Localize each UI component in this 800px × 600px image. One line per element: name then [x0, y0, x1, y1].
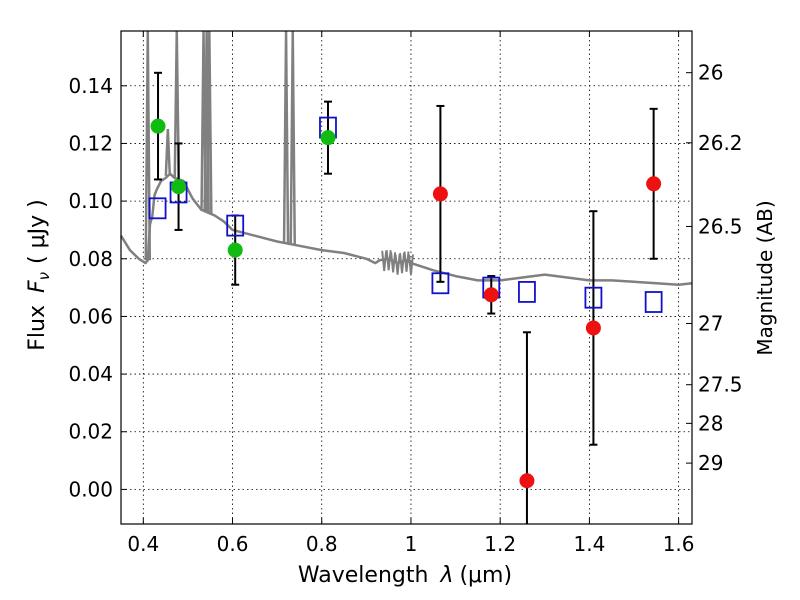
photometry-point [519, 473, 535, 489]
x-tick-label: 1.2 [484, 532, 516, 556]
x-tick-label: 0.6 [217, 532, 249, 556]
y2-axis-ticks: 26 26.2 26.5 27 27.5 28 29 [686, 61, 743, 475]
model-band-square [148, 197, 167, 220]
y-tick-label: 0.08 [68, 247, 113, 271]
y-tick-label: 0.14 [68, 74, 113, 98]
model-band-markers [148, 116, 663, 313]
model-band-square [226, 214, 245, 237]
model-absorption-feature [407, 254, 414, 275]
x-tick-label: 1.6 [663, 532, 695, 556]
model-band-square [431, 272, 450, 295]
x-axis-ticks: 0.4 0.6 0.8 1 1.2 1.4 1.6 [127, 31, 695, 556]
photometry-point [585, 320, 601, 336]
y2-tick-label: 26.5 [698, 214, 743, 238]
photometry-point [646, 176, 662, 192]
x-tick-label: 1.4 [573, 532, 605, 556]
photometry-point [227, 242, 243, 258]
photometry-point [150, 118, 166, 134]
y2-tick-label: 26.2 [698, 131, 743, 155]
y-axis-ticks: 0.00 0.02 0.04 0.06 0.08 0.10 0.12 0.14 [68, 74, 127, 501]
y2-tick-label: 29 [698, 451, 723, 475]
x-tick-label: 0.4 [127, 532, 159, 556]
y-axis-label: FluxFν( μJy ) [25, 199, 53, 350]
photometry-markers [150, 118, 662, 489]
photometry-point [432, 186, 448, 202]
model-absorption-feature [381, 250, 388, 272]
x-tick-label: 0.8 [306, 532, 338, 556]
y-tick-label: 0.00 [68, 477, 113, 501]
x-tick-label: 1 [405, 532, 418, 556]
y-tick-label: 0.12 [68, 131, 113, 155]
y2-axis-label: Magnitude (AB) [753, 200, 777, 355]
grid [121, 31, 692, 524]
y-tick-label: 0.04 [68, 362, 113, 386]
photometry-point [320, 130, 336, 146]
y-tick-label: 0.02 [68, 420, 113, 444]
model-band-square [518, 281, 536, 303]
y-tick-label: 0.06 [68, 304, 113, 328]
y2-tick-label: 27 [698, 312, 723, 336]
model-absorption-feature [403, 251, 410, 272]
model-continuum [119, 172, 693, 286]
photometry-point [483, 287, 499, 303]
plot-frame [120, 30, 693, 525]
model-absorption-feature [394, 254, 401, 275]
y2-tick-label: 27.5 [698, 373, 743, 397]
y2-tick-label: 26 [698, 61, 723, 85]
model-absorption-feature [399, 252, 406, 274]
model-absorption-feature [385, 250, 392, 271]
photometry-point [171, 179, 187, 195]
model-band-square [584, 286, 603, 309]
model-emission-line [164, 128, 172, 176]
model-band-square [644, 291, 663, 313]
model-absorption-feature [390, 252, 397, 273]
y2-tick-label: 28 [698, 411, 723, 435]
y-tick-label: 0.10 [68, 189, 113, 213]
x-axis-label: Wavelength λ (μm) [298, 563, 512, 588]
